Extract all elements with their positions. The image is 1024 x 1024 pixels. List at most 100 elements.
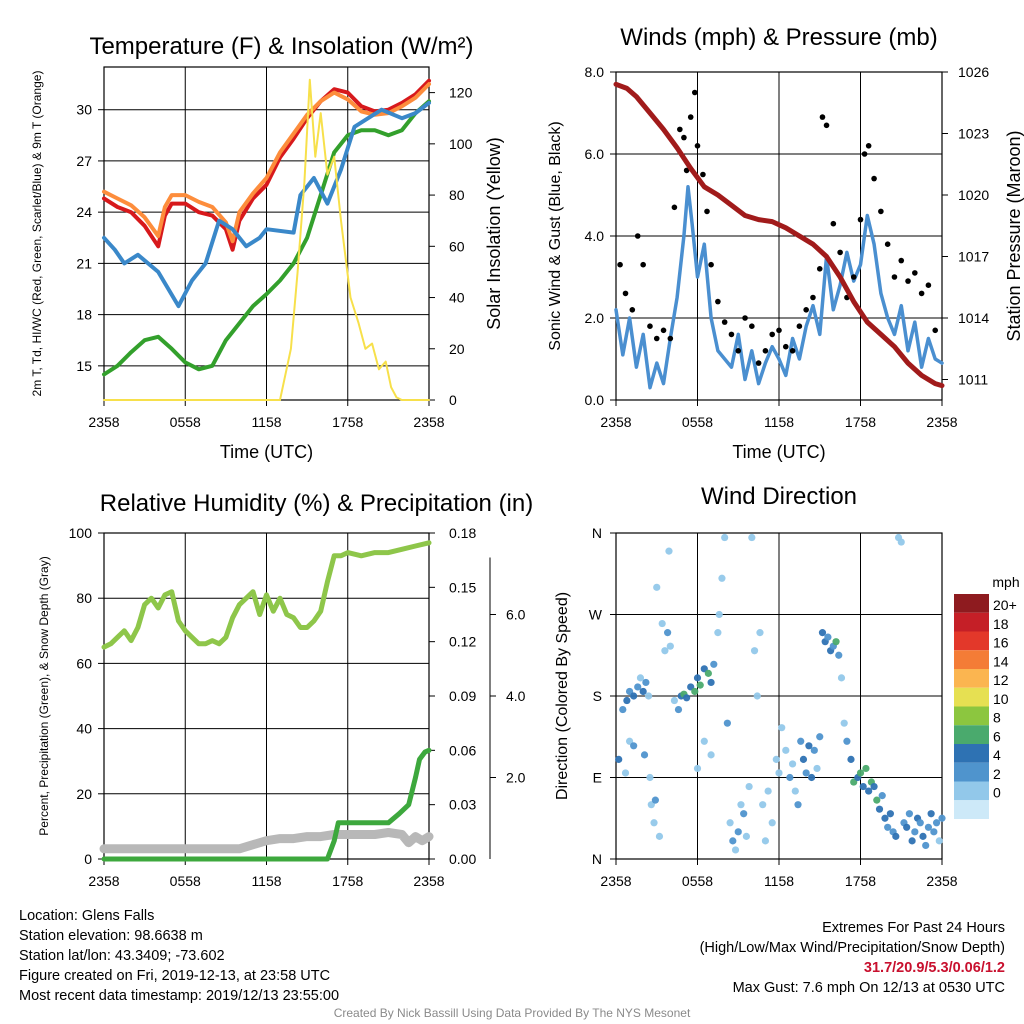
colorbar-cell bbox=[954, 631, 989, 651]
wdir-point bbox=[794, 801, 802, 809]
temp-y2-tick-label: 100 bbox=[449, 136, 473, 152]
wdir-title: Wind Direction bbox=[701, 483, 857, 510]
wdir-point bbox=[700, 737, 708, 745]
wdir-point bbox=[818, 629, 827, 637]
wind-gust-point bbox=[830, 220, 837, 227]
wind-y2-tick-label: 1020 bbox=[958, 187, 989, 203]
wind-y2-tick-label: 1011 bbox=[958, 372, 988, 388]
wind-y-tick-label: 0.0 bbox=[585, 392, 605, 408]
wind-gust-point bbox=[782, 343, 789, 350]
rh-y3-tick-label: 6.0 bbox=[506, 607, 526, 623]
rh-y-tick-label: 60 bbox=[76, 655, 92, 671]
wdir-point bbox=[805, 742, 813, 750]
temp-x-tick-label: 2358 bbox=[88, 414, 119, 430]
rh-y-tick-label: 80 bbox=[76, 590, 92, 606]
wind-gust-point bbox=[861, 151, 868, 157]
wind-series-station-pressure bbox=[613, 81, 945, 389]
wdir-point bbox=[693, 674, 702, 682]
wind-gust-point bbox=[918, 290, 925, 297]
temp-x-label: Time (UTC) bbox=[220, 442, 313, 462]
wdir-point bbox=[710, 660, 718, 668]
wind-x-tick-label: 2358 bbox=[600, 414, 631, 430]
wdir-point bbox=[897, 538, 905, 546]
wind-gust-point bbox=[687, 114, 694, 120]
wdir-point bbox=[683, 694, 691, 702]
wdir-point bbox=[847, 755, 855, 763]
temp-y2-label: Solar Insolation (Yellow) bbox=[484, 137, 504, 329]
wind-gust-point bbox=[789, 348, 796, 354]
wind-gust-point bbox=[925, 282, 932, 289]
temp-y-tick-label: 15 bbox=[76, 358, 92, 374]
wind-gust-point bbox=[629, 307, 636, 313]
rh-title: Relative Humidity (%) & Precipitation (i… bbox=[100, 490, 533, 517]
wind-gust-point bbox=[617, 261, 623, 268]
wdir-point bbox=[832, 638, 840, 646]
wdir-point bbox=[782, 746, 790, 754]
wdir-point bbox=[653, 583, 661, 591]
rh-y-tick-label: 0 bbox=[84, 851, 92, 867]
temp-series-td bbox=[102, 99, 431, 377]
wdir-point bbox=[808, 773, 816, 782]
wdir-x-tick-label: 2358 bbox=[926, 873, 957, 889]
wind-gust-point bbox=[905, 278, 911, 284]
colorbar-label: 14 bbox=[993, 653, 1009, 669]
wdir-point bbox=[835, 651, 843, 659]
wdir-point bbox=[856, 769, 865, 777]
rh-y-label: Percent, Precipitation (Green), & Snow D… bbox=[37, 556, 51, 835]
temp-y-tick-label: 27 bbox=[76, 153, 92, 169]
colorbar-label: 18 bbox=[993, 616, 1009, 632]
wind-gust-point bbox=[850, 274, 857, 280]
temp-y2-tick-label: 60 bbox=[449, 238, 465, 254]
wind-gust-point bbox=[816, 266, 823, 272]
wdir-point bbox=[813, 764, 821, 773]
wind-gust-point bbox=[708, 261, 714, 268]
wdir-point bbox=[759, 801, 767, 809]
wdir-point bbox=[802, 769, 810, 777]
wdir-point bbox=[748, 533, 756, 542]
wdir-point bbox=[670, 696, 679, 705]
colorbar-cell bbox=[954, 762, 989, 782]
wind-gust-point bbox=[884, 241, 891, 247]
temp-title: Temperature (F) & Insolation (W/m²) bbox=[89, 33, 473, 60]
latlon-text: Station lat/lon: 43.3409; -73.602 bbox=[19, 948, 225, 964]
wdir-point bbox=[718, 574, 726, 582]
wdir-x-tick-label: 0558 bbox=[682, 873, 713, 889]
wind-y2-tick-label: 1014 bbox=[958, 310, 989, 326]
wdir-point bbox=[753, 692, 761, 700]
wdir-point bbox=[615, 755, 623, 763]
wdir-point bbox=[824, 633, 832, 641]
rh-y3-tick-label: 4.0 bbox=[506, 688, 526, 704]
temp-y-label: 2m T, Td, HI/WC (Red, Green, Scarlet/Blu… bbox=[30, 71, 44, 397]
wdir-point bbox=[650, 819, 658, 827]
wind-y2-label: Station Pressure (Maroon) bbox=[1004, 130, 1024, 341]
wind-gust-point bbox=[796, 323, 803, 330]
wind-y2-tick-label: 1017 bbox=[958, 249, 989, 265]
wdir-point bbox=[630, 742, 638, 750]
colorbar-cell bbox=[954, 725, 989, 744]
max-gust-text: Max Gust: 7.6 mph On 12/13 at 0530 UTC bbox=[732, 980, 1005, 996]
wdir-point bbox=[905, 810, 914, 818]
rh-y-tick-label: 100 bbox=[69, 525, 93, 541]
wind-gust-point bbox=[721, 319, 728, 325]
wdir-point bbox=[778, 724, 786, 732]
wdir-point bbox=[645, 692, 653, 700]
temp-series-solar-insolation bbox=[103, 78, 430, 401]
wdir-point bbox=[619, 705, 627, 714]
wdir-point bbox=[843, 737, 851, 745]
colorbar-label: 8 bbox=[993, 710, 1001, 726]
colorbar-cell bbox=[954, 706, 989, 726]
wdir-point bbox=[878, 792, 886, 800]
wind-gust-point bbox=[742, 315, 748, 321]
temp-x-tick-label: 0558 bbox=[170, 414, 201, 430]
wdir-x-tick-label: 1758 bbox=[845, 873, 876, 889]
colorbar-title: mph bbox=[992, 574, 1019, 590]
wdir-point bbox=[664, 629, 672, 637]
wind-x-tick-label: 1158 bbox=[764, 414, 794, 430]
wdir-point bbox=[750, 647, 759, 655]
rh-y-tick-label: 20 bbox=[76, 786, 92, 802]
wind-gust-point bbox=[871, 175, 877, 182]
wdir-point bbox=[636, 674, 645, 682]
rh-x-tick-label: 1158 bbox=[251, 873, 281, 889]
colorbar-cell bbox=[954, 650, 989, 669]
